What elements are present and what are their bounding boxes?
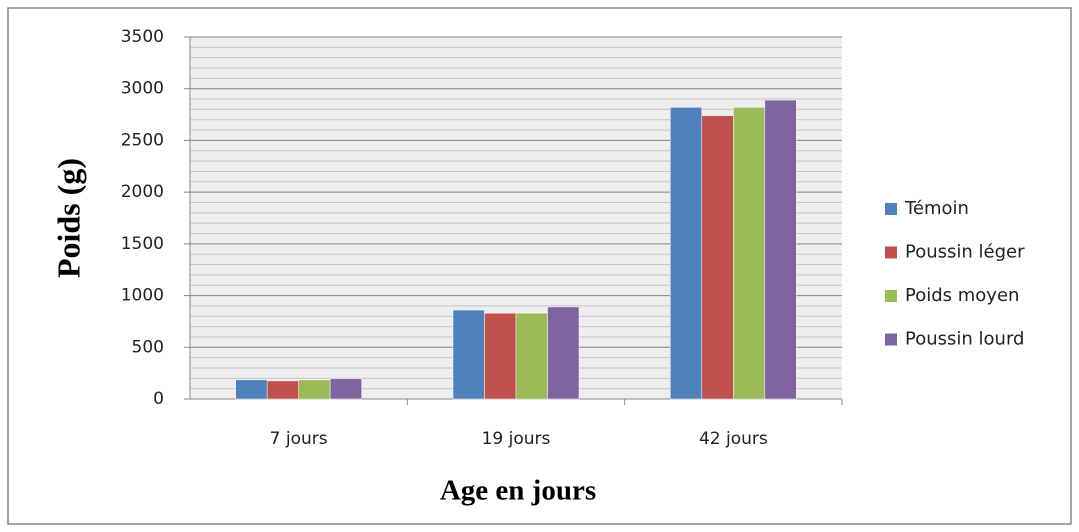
y-tick-label: 3500 xyxy=(121,27,164,47)
bar xyxy=(733,107,766,400)
legend-swatch xyxy=(885,203,897,215)
bar xyxy=(764,99,797,400)
legend-swatch xyxy=(885,333,897,346)
y-tick-label: 3000 xyxy=(121,79,164,99)
bar xyxy=(266,380,299,400)
y-tick-label: 1500 xyxy=(121,234,164,254)
legend-label: Témoin xyxy=(904,198,969,219)
x-tick-label: 7 jours xyxy=(270,429,328,449)
bar xyxy=(670,107,703,400)
legend-label: Poussin léger xyxy=(905,242,1025,263)
bar xyxy=(484,312,517,400)
bar xyxy=(701,115,734,400)
y-axis-title: Poids (g) xyxy=(50,158,86,278)
legend-label: Poids moyen xyxy=(905,285,1019,306)
bar xyxy=(452,309,485,400)
y-tick-label: 0 xyxy=(153,389,164,409)
bar xyxy=(298,379,331,400)
bar xyxy=(329,378,362,400)
bar xyxy=(515,312,548,400)
y-tick-label: 500 xyxy=(132,337,164,357)
x-tick-label: 42 jours xyxy=(699,429,768,449)
y-tick-label: 2500 xyxy=(121,130,164,150)
x-axis-title: Age en jours xyxy=(440,475,596,507)
y-tick-label: 2000 xyxy=(121,182,164,202)
bar xyxy=(547,306,580,400)
y-tick-label: 1000 xyxy=(121,286,164,306)
x-tick-label: 19 jours xyxy=(482,429,551,449)
legend-label: Poussin lourd xyxy=(905,329,1024,350)
legend-swatch xyxy=(885,290,897,302)
legend-swatch xyxy=(885,246,897,259)
bar xyxy=(235,379,268,400)
